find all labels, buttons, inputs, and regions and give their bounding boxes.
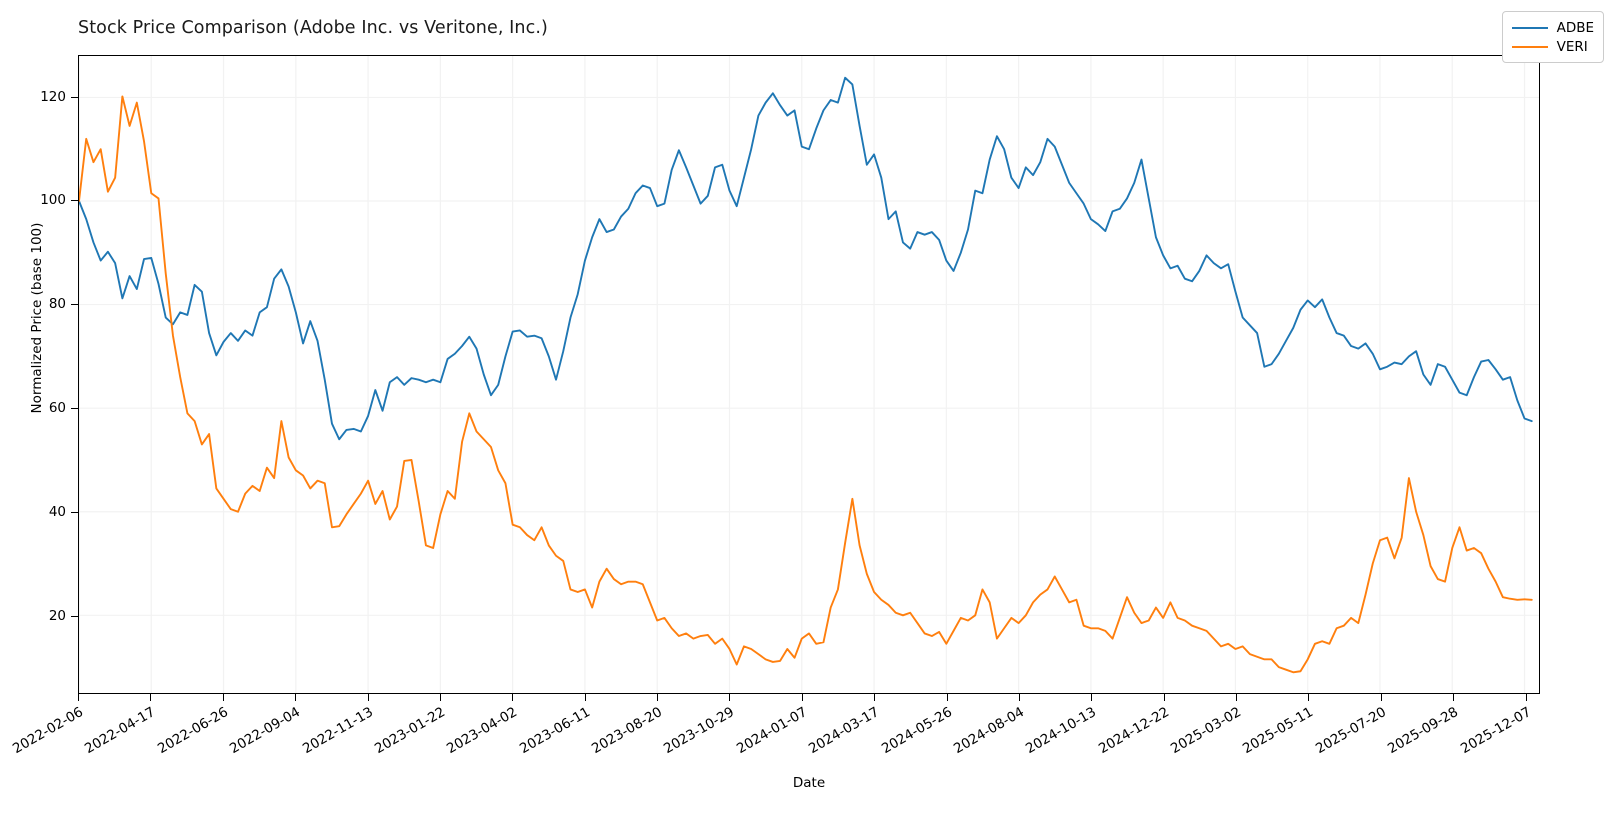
x-axis-tick-mark: [946, 694, 948, 701]
y-axis-label: Normalized Price (base 100): [29, 222, 45, 414]
x-axis-tick-mark: [1453, 694, 1455, 701]
x-axis-tick-mark: [1380, 694, 1382, 701]
x-axis-tick-mark: [1525, 694, 1527, 701]
legend: ADBE VERI: [1501, 11, 1604, 63]
x-axis-tick-mark: [1163, 694, 1165, 701]
x-axis-tick-mark: [729, 694, 731, 701]
x-axis-tick-mark: [1091, 694, 1093, 701]
x-axis-tick-mark: [584, 694, 586, 701]
x-axis-tick-mark: [1018, 694, 1020, 701]
y-axis-tick-mark: [71, 616, 78, 618]
y-axis-tick-label: 100: [40, 192, 66, 209]
legend-label: ADBE: [1556, 19, 1594, 36]
x-axis-tick-mark: [439, 694, 441, 701]
page-title: Stock Price Comparison (Adobe Inc. vs Ve…: [78, 18, 548, 38]
x-axis-tick-mark: [367, 694, 369, 701]
x-axis-label: Date: [792, 775, 826, 791]
x-axis-tick-mark: [222, 694, 224, 701]
gridlines: [79, 56, 1539, 693]
y-axis-tick-label: 40: [48, 504, 66, 521]
y-axis-tick-mark: [71, 408, 78, 410]
x-axis-tick-mark: [874, 694, 876, 701]
y-axis-tick-label: 120: [40, 88, 66, 105]
x-axis-tick-mark: [657, 694, 658, 701]
series-line-veri: [79, 96, 1532, 672]
y-axis-tick-label: 20: [48, 608, 66, 625]
y-axis-tick-label: 60: [48, 400, 66, 417]
y-axis-tick-mark: [71, 96, 78, 98]
y-axis-tick-mark: [71, 512, 78, 514]
x-axis-tick-mark: [512, 694, 514, 701]
plot-area: [78, 55, 1540, 694]
y-axis-tick-mark: [71, 304, 78, 306]
plot-svg: [79, 56, 1539, 693]
x-axis-tick-mark: [150, 694, 152, 701]
x-axis-tick-mark: [1308, 694, 1310, 701]
x-axis-tick-mark: [78, 694, 79, 701]
x-axis-tick-mark: [295, 694, 297, 701]
legend-label: VERI: [1556, 38, 1588, 55]
legend-color-swatch: [1511, 45, 1548, 48]
legend-item-veri[interactable]: VERI: [1511, 37, 1594, 56]
x-axis-tick-mark: [1236, 694, 1238, 701]
legend-item-adbe[interactable]: ADBE: [1511, 18, 1594, 37]
legend-color-swatch: [1511, 26, 1548, 29]
y-axis-tick-label: 80: [48, 296, 66, 313]
series-line-adbe: [79, 78, 1532, 439]
y-axis-tick-mark: [71, 200, 78, 202]
x-axis-tick-mark: [801, 694, 803, 701]
series-lines: [79, 78, 1532, 673]
